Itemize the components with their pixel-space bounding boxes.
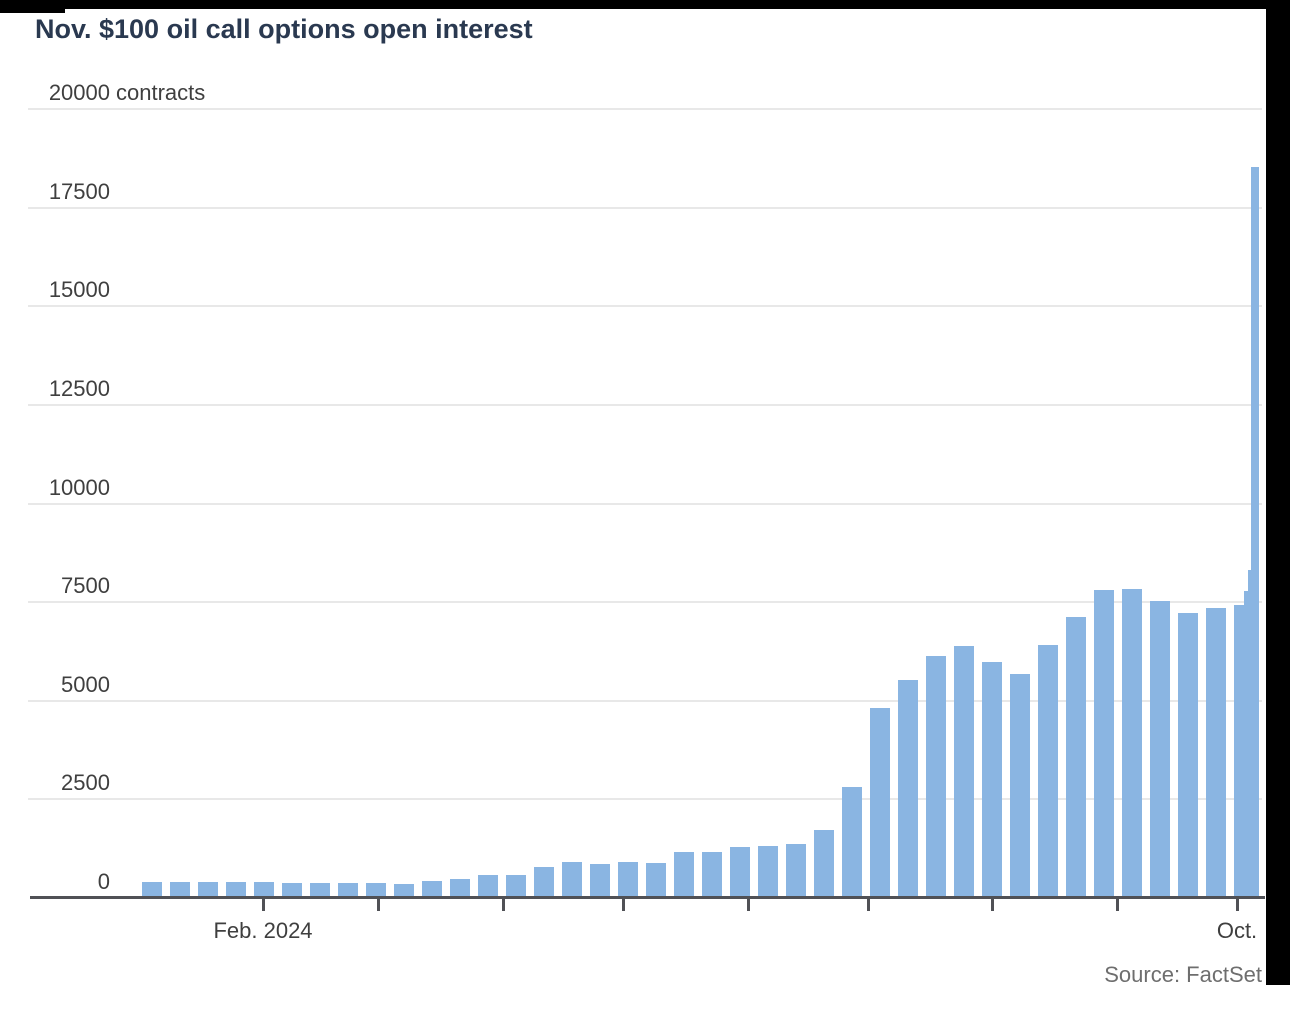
y-axis-label: 2500 <box>61 770 110 796</box>
bar <box>982 662 1002 897</box>
bar <box>646 863 666 897</box>
bar <box>702 852 722 897</box>
bar <box>1150 601 1170 897</box>
bar <box>898 680 918 897</box>
x-axis-tick <box>991 899 994 911</box>
y-axis-label: 7500 <box>61 573 110 599</box>
bar <box>282 882 302 897</box>
bar <box>674 852 694 897</box>
bar <box>506 875 526 897</box>
y-gridline <box>28 502 1262 505</box>
y-gridline <box>28 108 1262 110</box>
bar <box>198 882 218 897</box>
x-axis-tick <box>1236 899 1239 911</box>
y-gridline <box>28 601 1262 604</box>
bar <box>366 882 386 897</box>
bar <box>254 882 274 897</box>
bar <box>338 882 358 897</box>
bar <box>1038 644 1058 897</box>
bar <box>786 844 806 897</box>
bar <box>422 881 442 897</box>
y-gridline <box>28 798 1262 801</box>
bar <box>310 882 330 897</box>
y-axis-label: 17500 <box>48 178 110 204</box>
bar <box>1206 607 1226 897</box>
y-gridline <box>28 206 1262 209</box>
source-attribution: Source: FactSet <box>1104 962 1262 987</box>
x-axis-tick <box>622 899 625 911</box>
y-axis-label: 10000 <box>48 474 110 500</box>
bar <box>1178 612 1198 897</box>
bar <box>394 883 414 897</box>
bar <box>226 882 246 897</box>
bar <box>870 707 890 897</box>
x-axis-label: Oct. <box>1216 918 1258 943</box>
bar <box>618 862 638 897</box>
bar <box>842 786 862 897</box>
bar <box>1094 590 1114 897</box>
bar <box>590 864 610 897</box>
bar <box>1122 588 1142 897</box>
x-axis-tick <box>1116 899 1119 911</box>
y-axis-label: 0 <box>97 869 110 894</box>
top-frame-bar <box>0 0 1290 9</box>
x-axis-tick <box>262 899 265 911</box>
bar <box>450 878 470 897</box>
x-axis-line <box>30 896 1265 899</box>
bar <box>1066 616 1086 897</box>
x-axis-tick <box>502 899 505 911</box>
bar <box>758 846 778 897</box>
x-axis-label: Feb. 2024 <box>213 918 313 943</box>
bar <box>1251 167 1259 897</box>
y-axis-label: 12500 <box>48 375 110 401</box>
bar <box>814 829 834 897</box>
x-axis-tick <box>747 899 750 911</box>
y-axis-label: 5000 <box>61 671 110 697</box>
bar <box>170 882 190 897</box>
bar <box>478 874 498 897</box>
bar <box>534 867 554 897</box>
bar <box>730 847 750 897</box>
top-frame-corner <box>0 0 65 13</box>
right-frame-bar <box>1266 0 1290 985</box>
bar <box>1248 569 1251 897</box>
y-axis-unit-label: contracts <box>116 80 206 105</box>
y-gridline <box>28 403 1262 406</box>
bar <box>142 882 162 897</box>
bar <box>562 862 582 897</box>
y-gridline <box>28 305 1262 308</box>
x-axis-tick <box>867 899 870 911</box>
bar <box>926 656 946 897</box>
bar <box>954 646 974 897</box>
bar <box>1244 591 1248 897</box>
y-gridline <box>28 699 1262 702</box>
y-axis-label: 20000 <box>48 80 110 105</box>
bar <box>1010 674 1030 897</box>
y-axis-label: 15000 <box>48 277 110 303</box>
chart-title: Nov. $100 oil call options open interest <box>35 14 533 44</box>
x-axis-tick <box>377 899 380 911</box>
